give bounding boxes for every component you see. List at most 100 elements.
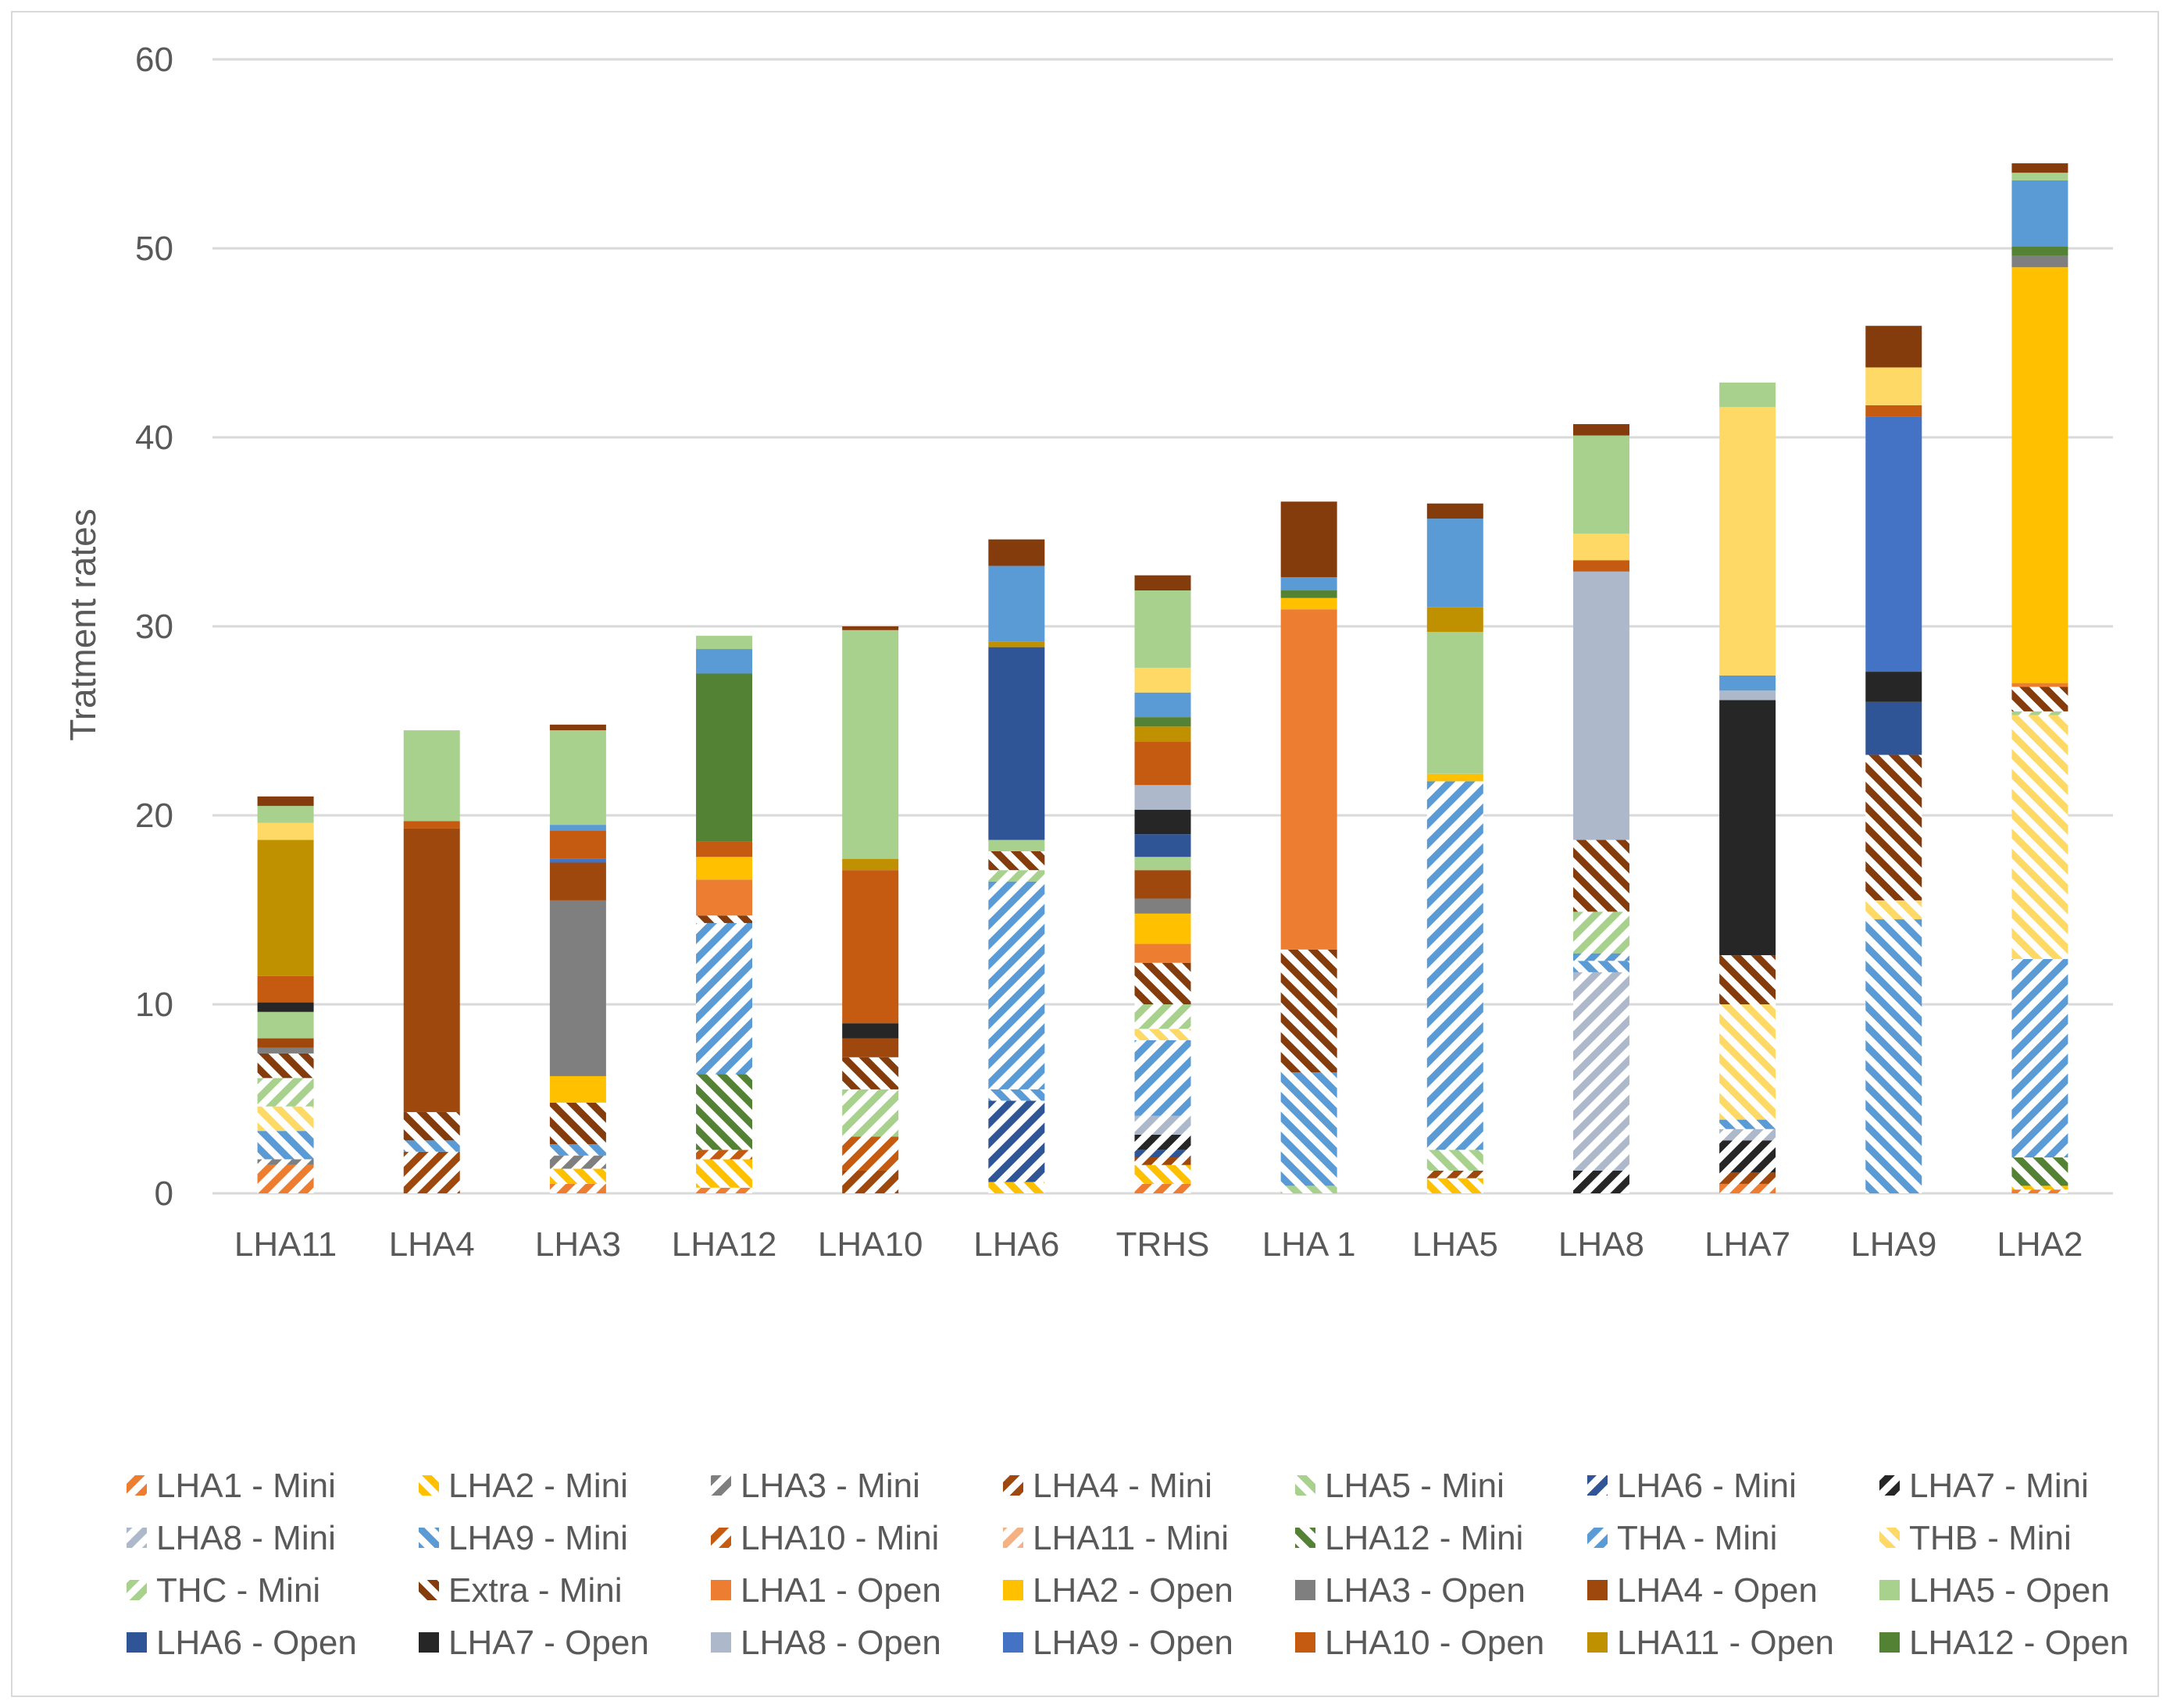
bar-stack-lha10 bbox=[842, 626, 899, 1193]
legend-label-lha4-mini: LHA4 - Mini bbox=[1033, 1467, 1212, 1505]
bar-segment-trhs-thc-mini bbox=[1134, 1004, 1191, 1029]
legend-item-extra-mini: Extra - Mini bbox=[419, 1571, 622, 1610]
legend-label-lha12-open: LHA12 - Open bbox=[1909, 1624, 2129, 1662]
bar-stack-lha8 bbox=[1572, 424, 1629, 1193]
bar-segment-lha3-lha3-mini bbox=[549, 1155, 606, 1169]
bar-segment-lha8-thc-open bbox=[1572, 435, 1629, 534]
legend-item-thb-mini: THB - Mini bbox=[1879, 1519, 2072, 1557]
bar-stack-lha3 bbox=[549, 724, 606, 1193]
bar-segment-lha12-thc-open bbox=[696, 636, 753, 650]
bar-segment-lha8-lha7-mini bbox=[1572, 1170, 1629, 1193]
bar-segment-trhs-lha10-open bbox=[1134, 741, 1191, 786]
bar-segment-lha6-extra-open bbox=[988, 539, 1045, 566]
bar-segment-lha3-lha4-open bbox=[549, 862, 606, 900]
y-axis-title: Tratment rates bbox=[62, 508, 103, 740]
bar-segment-lha11-lha9-mini bbox=[257, 1131, 314, 1160]
bar-segment-trhs-lha11-open bbox=[1134, 726, 1191, 742]
bar-segment-lha-1-extra-mini bbox=[1280, 949, 1337, 1073]
legend-label-lha1-open: LHA1 - Open bbox=[741, 1571, 941, 1610]
x-tick-label-lha6: LHA6 bbox=[973, 1225, 1059, 1264]
bar-segment-lha3-lha3-open bbox=[549, 900, 606, 1076]
x-tick-label-lha5: LHA5 bbox=[1412, 1225, 1498, 1264]
legend-item-lha11-open: LHA11 - Open bbox=[1587, 1624, 1834, 1662]
bar-segment-lha5-lha4-mini bbox=[1426, 1170, 1483, 1178]
bar-segment-lha10-extra-mini bbox=[842, 1057, 899, 1089]
bar-segment-trhs-lha7-mini bbox=[1134, 1134, 1191, 1150]
bar-segment-lha7-tha-open bbox=[1719, 675, 1776, 691]
bar-segment-lha11-thc-open bbox=[257, 805, 314, 823]
x-tick-label-lha10: LHA10 bbox=[818, 1225, 923, 1264]
x-tick-label-lha4: LHA4 bbox=[389, 1225, 475, 1264]
y-tick-labels: 0 10 20 30 40 50 60 bbox=[135, 41, 173, 1213]
bar-segment-lha8-extra-mini bbox=[1572, 840, 1629, 912]
legend: LHA1 - Mini LHA2 - Mini LHA3 - Mini LHA4 - … bbox=[127, 1467, 2129, 1662]
bar-segment-lha5-tha-open bbox=[1426, 519, 1483, 608]
legend-item-thc-mini: THC - Mini bbox=[127, 1571, 320, 1610]
legend-item-lha5-mini: LHA5 - Mini bbox=[1295, 1467, 1504, 1505]
bar-segment-lha12-lha12-open bbox=[696, 673, 753, 842]
bar-segment-lha-1-lha12-open bbox=[1280, 590, 1337, 598]
bar-segment-trhs-tha-open bbox=[1134, 692, 1191, 718]
legend-swatch-lha7-open bbox=[419, 1632, 439, 1653]
bar-segment-trhs-lha4-open bbox=[1134, 870, 1191, 899]
bar-segment-lha9-lha9-mini bbox=[1865, 919, 1922, 1193]
legend-label-lha8-mini: LHA8 - Mini bbox=[156, 1519, 336, 1557]
bar-segment-lha9-lha10-open bbox=[1865, 405, 1922, 417]
bar-segment-lha4-lha4-open bbox=[403, 828, 460, 1112]
bar-segment-lha12-lha1-mini bbox=[696, 1187, 753, 1193]
legend-item-lha1-open: LHA1 - Open bbox=[711, 1571, 941, 1610]
bar-segment-lha4-thc-open bbox=[403, 730, 460, 822]
legend-swatch-tha-mini bbox=[1587, 1528, 1608, 1548]
bar-segment-lha3-lha10-open bbox=[549, 830, 606, 859]
bar-segment-lha2-lha2-mini bbox=[2011, 1186, 2068, 1190]
bar-stack-lha7 bbox=[1719, 382, 1776, 1193]
bar-segment-lha11-thc-mini bbox=[257, 1078, 314, 1107]
bar-segment-lha12-lha2-open bbox=[696, 857, 753, 880]
bar-segment-lha6-lha11-open bbox=[988, 641, 1045, 647]
legend-label-lha2-mini: LHA2 - Mini bbox=[448, 1467, 628, 1505]
bar-segment-lha2-tha-open bbox=[2011, 180, 2068, 247]
bar-segment-lha2-lha2-open bbox=[2011, 267, 2068, 683]
bar-segment-lha3-lha9-open bbox=[549, 858, 606, 863]
bar-segment-lha7-thb-open bbox=[1719, 407, 1776, 676]
bar-segment-lha2-lha1-open bbox=[2011, 683, 2068, 687]
legend-label-thb-mini: THB - Mini bbox=[1909, 1519, 2072, 1557]
bar-segment-lha-1-lha5-mini bbox=[1280, 1186, 1337, 1193]
bar-segment-lha6-lha6-mini bbox=[988, 1100, 1045, 1182]
bar-segment-trhs-lha2-open bbox=[1134, 913, 1191, 944]
legend-swatch-lha1-mini bbox=[127, 1475, 147, 1496]
bar-segment-lha3-extra-open bbox=[549, 724, 606, 731]
bar-segment-lha3-lha1-mini bbox=[549, 1183, 606, 1193]
legend-swatch-lha4-open bbox=[1587, 1580, 1608, 1600]
bar-segment-lha5-lha5-open bbox=[1426, 632, 1483, 774]
bar-segment-lha8-tha-mini bbox=[1572, 953, 1629, 961]
bar-segment-lha11-thb-open bbox=[257, 822, 314, 840]
bar-stack-lha12 bbox=[696, 636, 753, 1193]
bar-segment-lha6-thc-mini bbox=[988, 870, 1045, 882]
bar-stack-lha9 bbox=[1865, 326, 1922, 1193]
bar-segment-trhs-lha1-mini bbox=[1134, 1183, 1191, 1193]
bar-segment-lha10-lha10-open bbox=[842, 870, 899, 1024]
bar-segment-lha6-lha5-open bbox=[988, 840, 1045, 851]
bar-segment-trhs-lha3-open bbox=[1134, 898, 1191, 914]
bar-segment-lha12-lha10-mini bbox=[696, 1150, 753, 1160]
bar-segment-lha-1-lha9-mini bbox=[1280, 1072, 1337, 1186]
bar-segment-lha2-lha12-open bbox=[2011, 246, 2068, 256]
bar-segment-lha5-lha2-mini bbox=[1426, 1178, 1483, 1193]
bar-segment-lha7-lha1-mini bbox=[1719, 1183, 1776, 1193]
bar-segment-lha9-extra-mini bbox=[1865, 754, 1922, 900]
x-tick-label-lha2: LHA2 bbox=[1997, 1225, 2083, 1264]
legend-swatch-extra-mini bbox=[419, 1580, 439, 1600]
bar-segment-lha3-lha9-mini bbox=[549, 1144, 606, 1156]
legend-item-lha3-open: LHA3 - Open bbox=[1295, 1571, 1526, 1610]
bar-segment-lha7-thc-open bbox=[1719, 382, 1776, 408]
bar-segment-lha6-lha6-open bbox=[988, 647, 1045, 840]
y-tick-label-10: 10 bbox=[135, 986, 173, 1024]
bar-segment-lha11-thb-mini bbox=[257, 1106, 314, 1132]
bar-segment-lha11-lha3-open bbox=[257, 1047, 314, 1054]
legend-swatch-lha5-open bbox=[1879, 1580, 1900, 1600]
bar-segment-lha10-lha11-open bbox=[842, 858, 899, 871]
legend-label-lha6-open: LHA6 - Open bbox=[156, 1624, 357, 1662]
bar-segment-lha11-lha11-open bbox=[257, 840, 314, 976]
